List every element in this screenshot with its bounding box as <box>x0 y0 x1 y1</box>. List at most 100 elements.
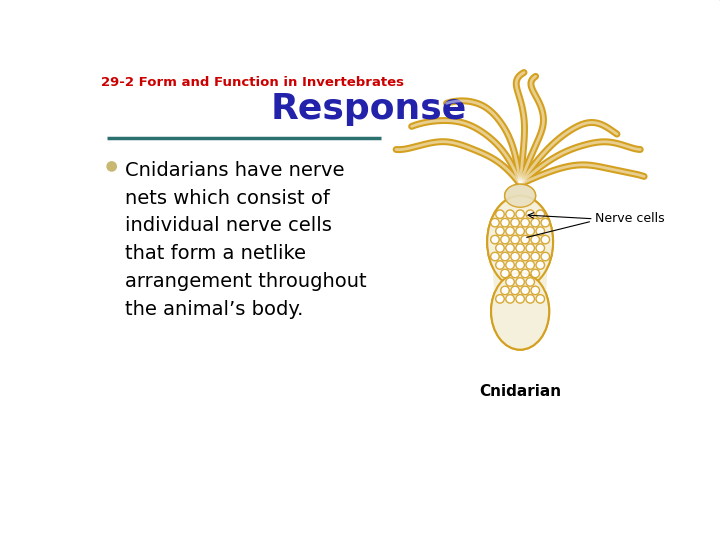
Circle shape <box>505 227 514 235</box>
Circle shape <box>531 269 539 278</box>
Circle shape <box>541 252 549 261</box>
Circle shape <box>495 295 504 303</box>
Circle shape <box>505 278 514 286</box>
Circle shape <box>500 286 509 295</box>
Circle shape <box>521 269 529 278</box>
Circle shape <box>531 252 539 261</box>
Circle shape <box>510 252 519 261</box>
Circle shape <box>505 244 514 252</box>
Circle shape <box>531 286 539 295</box>
Ellipse shape <box>487 195 553 288</box>
Circle shape <box>526 278 534 286</box>
Circle shape <box>505 227 514 235</box>
Circle shape <box>531 218 539 227</box>
Circle shape <box>541 218 549 227</box>
Circle shape <box>516 261 524 269</box>
Circle shape <box>536 227 544 235</box>
Circle shape <box>495 244 504 252</box>
Circle shape <box>541 235 549 244</box>
Circle shape <box>516 244 524 252</box>
Circle shape <box>505 210 514 218</box>
Circle shape <box>521 252 529 261</box>
Circle shape <box>505 261 514 269</box>
Circle shape <box>526 210 534 218</box>
Circle shape <box>531 252 539 261</box>
Circle shape <box>516 295 524 303</box>
Text: Nerve cells: Nerve cells <box>595 212 665 225</box>
Circle shape <box>521 218 529 227</box>
Circle shape <box>500 252 509 261</box>
Circle shape <box>500 235 509 244</box>
Circle shape <box>490 252 499 261</box>
Circle shape <box>516 261 524 269</box>
Circle shape <box>495 295 504 303</box>
Circle shape <box>521 269 529 278</box>
Circle shape <box>536 227 544 235</box>
Text: Cnidarians have nerve: Cnidarians have nerve <box>125 161 344 180</box>
Text: arrangement throughout: arrangement throughout <box>125 272 366 291</box>
Circle shape <box>510 235 519 244</box>
Circle shape <box>510 218 519 227</box>
Text: Cnidarian: Cnidarian <box>479 384 561 400</box>
Text: individual nerve cells: individual nerve cells <box>125 217 332 235</box>
Circle shape <box>495 210 504 218</box>
Circle shape <box>521 235 529 244</box>
Circle shape <box>526 210 534 218</box>
Circle shape <box>505 261 514 269</box>
Circle shape <box>541 218 549 227</box>
Circle shape <box>495 227 504 235</box>
Circle shape <box>536 261 544 269</box>
Polygon shape <box>492 242 549 311</box>
Circle shape <box>516 278 524 286</box>
Circle shape <box>536 244 544 252</box>
Circle shape <box>526 244 534 252</box>
Circle shape <box>536 210 544 218</box>
Circle shape <box>526 295 534 303</box>
Circle shape <box>505 244 514 252</box>
Circle shape <box>505 278 514 286</box>
Circle shape <box>490 235 499 244</box>
Circle shape <box>495 210 504 218</box>
Circle shape <box>541 235 549 244</box>
Circle shape <box>536 261 544 269</box>
Circle shape <box>541 252 549 261</box>
Circle shape <box>495 244 504 252</box>
Circle shape <box>490 252 499 261</box>
Circle shape <box>526 261 534 269</box>
Circle shape <box>521 286 529 295</box>
Circle shape <box>516 227 524 235</box>
Circle shape <box>495 261 504 269</box>
Circle shape <box>505 295 514 303</box>
Circle shape <box>510 252 519 261</box>
Circle shape <box>516 295 524 303</box>
Ellipse shape <box>491 273 549 350</box>
Circle shape <box>526 244 534 252</box>
Circle shape <box>510 269 519 278</box>
Circle shape <box>531 269 539 278</box>
Circle shape <box>526 227 534 235</box>
Circle shape <box>510 269 519 278</box>
Ellipse shape <box>487 195 553 288</box>
Circle shape <box>495 227 504 235</box>
Circle shape <box>107 162 117 171</box>
Circle shape <box>521 286 529 295</box>
Circle shape <box>510 286 519 295</box>
Circle shape <box>526 295 534 303</box>
Circle shape <box>531 235 539 244</box>
Circle shape <box>490 235 499 244</box>
Circle shape <box>531 286 539 295</box>
Circle shape <box>526 278 534 286</box>
Circle shape <box>500 269 509 278</box>
Circle shape <box>500 218 509 227</box>
Text: that form a netlike: that form a netlike <box>125 244 306 263</box>
Circle shape <box>516 210 524 218</box>
Text: the animal’s body.: the animal’s body. <box>125 300 303 319</box>
Circle shape <box>510 235 519 244</box>
Circle shape <box>500 218 509 227</box>
Circle shape <box>505 210 514 218</box>
Circle shape <box>536 295 544 303</box>
Circle shape <box>516 227 524 235</box>
Circle shape <box>500 235 509 244</box>
Circle shape <box>495 261 504 269</box>
Circle shape <box>521 235 529 244</box>
